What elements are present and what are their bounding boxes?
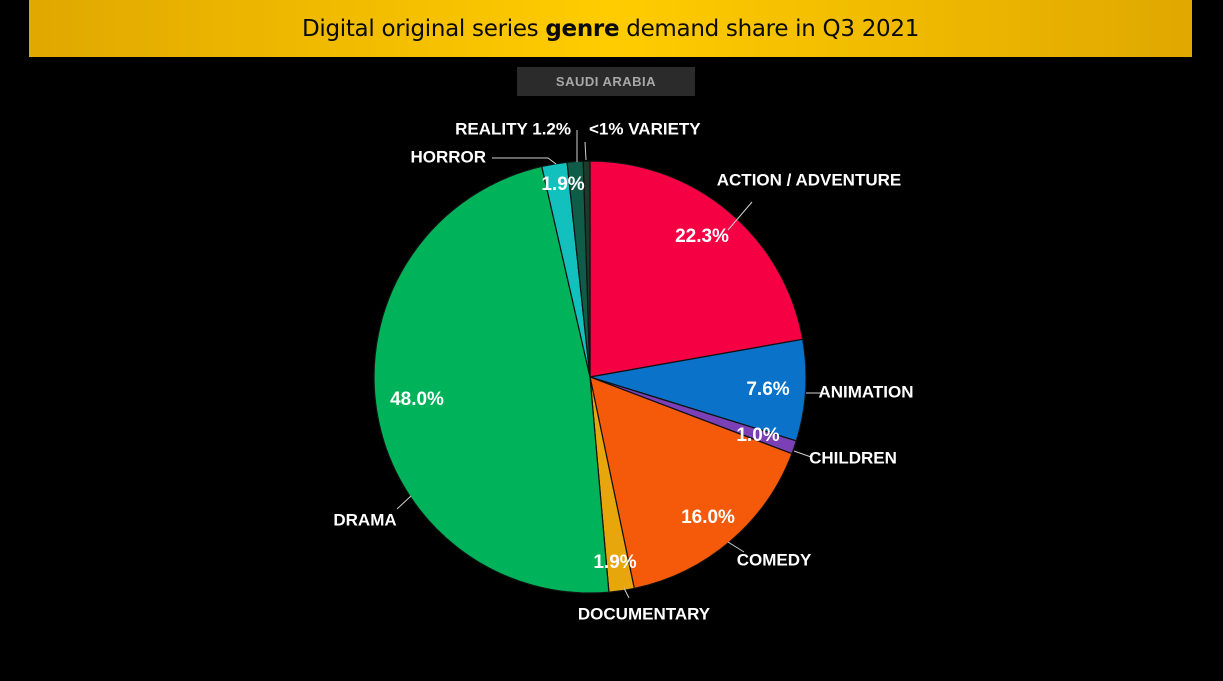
slice-label-action: ACTION / ADVENTURE	[717, 170, 902, 189]
pie-slice-drama	[373, 165, 610, 594]
slice-label-comedy: COMEDY	[737, 550, 812, 569]
leader-line-drama	[396, 495, 412, 510]
title-bar: Digital original series genre demand sha…	[29, 0, 1192, 57]
slice-label-documentary: DOCUMENTARY	[578, 604, 711, 623]
pie-slice-variety	[582, 160, 591, 378]
slice-label-reality: REALITY 1.2%	[455, 119, 571, 138]
slice-value-documentary: 1.9%	[593, 552, 636, 573]
market-badge: SAUDI ARABIA	[517, 67, 695, 96]
slice-value-horror: 1.9%	[541, 174, 584, 195]
slice-value-children: 1.0%	[736, 425, 779, 446]
slice-label-drama: DRAMA	[333, 510, 396, 529]
pie-slice-action	[589, 160, 804, 378]
leader-line-horror	[492, 157, 557, 165]
slice-value-action: 22.3%	[675, 226, 729, 247]
slice-label-variety: <1% VARIETY	[589, 119, 701, 138]
leader-line-documentary	[623, 587, 630, 599]
slice-value-animation: 7.6%	[746, 379, 789, 400]
chart-title: Digital original series genre demand sha…	[302, 16, 919, 42]
title-bold: genre	[545, 15, 620, 42]
slice-label-children: CHILDREN	[809, 448, 897, 467]
title-pre: Digital original series	[301, 15, 546, 42]
title-post: demand share in Q3 2021	[619, 15, 920, 42]
leader-line-comedy	[727, 541, 745, 553]
leader-line-variety	[584, 141, 587, 161]
slice-value-comedy: 16.0%	[681, 507, 735, 528]
slice-label-horror: HORROR	[410, 147, 486, 166]
leader-line-children	[793, 450, 812, 458]
pie-slice-animation	[589, 338, 807, 442]
slice-value-drama: 48.0%	[390, 389, 444, 410]
pie-slice-comedy	[589, 376, 793, 590]
slice-label-animation: ANIMATION	[818, 382, 913, 401]
leader-line-action	[727, 201, 753, 231]
